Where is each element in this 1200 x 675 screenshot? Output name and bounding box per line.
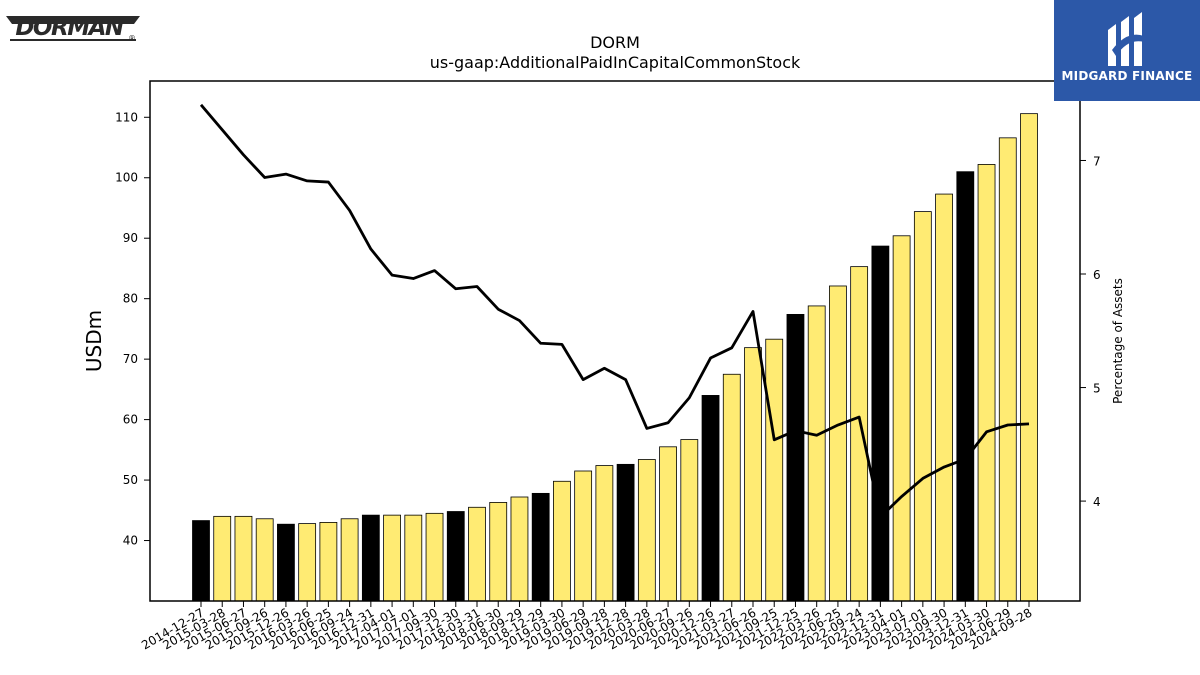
bar-2016-06-25 (319, 522, 338, 602)
line-layer (199, 103, 1030, 519)
bar-2018-09-29 (510, 496, 529, 602)
chart-title: DORM (590, 33, 640, 52)
y-tick-label: 40 (123, 534, 138, 548)
bar-2021-03-27 (722, 373, 741, 602)
bar-2022-09-24 (850, 266, 869, 602)
bar-2019-03-30 (553, 480, 571, 602)
y2-tick-label: 7 (1093, 154, 1101, 168)
y-tick-label: 110 (115, 110, 138, 124)
bar-2017-07-01 (404, 514, 423, 602)
y2-tick-label: 5 (1093, 382, 1101, 396)
bar-2018-12-29 (531, 492, 550, 602)
y-axis-label: USDm (82, 310, 106, 372)
bar-2020-06-27 (659, 446, 677, 602)
bar-2021-09-25 (765, 338, 784, 602)
dorman-logo-icon (6, 16, 140, 41)
bar-2014-12-27 (192, 520, 210, 602)
y2-tick-label: 6 (1093, 268, 1101, 282)
bar-2015-06-27 (234, 515, 253, 602)
bar-2024-03-30 (977, 164, 996, 602)
bar-2023-12-31 (956, 171, 975, 602)
bar-2016-09-24 (340, 518, 359, 602)
bar-2021-06-26 (744, 347, 762, 602)
bar-2024-09-28 (1020, 113, 1038, 602)
y-axis-right: 4 5 6 7 (1080, 154, 1101, 509)
bar-2017-09-30 (425, 512, 444, 602)
bar-2019-09-28 (595, 465, 614, 602)
percentage-of-assets-line (199, 103, 1030, 519)
bar-2018-03-31 (468, 506, 486, 602)
bar-2016-12-31 (361, 514, 380, 602)
y2-axis-label: Percentage of Assets (1111, 278, 1125, 404)
bar-2019-06-29 (574, 470, 593, 602)
bar-2016-03-26 (298, 523, 317, 602)
bar-2019-12-28 (616, 463, 635, 602)
partner-name: MIDGARD FINANCE (1061, 69, 1193, 83)
bar-2015-03-28 (213, 515, 232, 602)
partner-logo: MIDGARD FINANCE (1054, 0, 1200, 101)
y-tick-label: 90 (123, 231, 138, 245)
brand-name: DORMAN (15, 15, 124, 41)
bar-2018-06-30 (489, 502, 508, 602)
y-tick-label: 70 (123, 352, 138, 366)
plot-frame (149, 80, 1081, 602)
y-axis-left: 40 50 60 70 80 90 100 110 (115, 110, 150, 548)
bar-2023-04-01 (892, 235, 911, 602)
bars-layer (192, 113, 1038, 602)
y-tick-label: 50 (123, 473, 138, 487)
x-axis: 2014-12-272015-03-282015-06-272015-09-26… (139, 601, 1035, 652)
brand-registered-mark: ® (128, 34, 136, 43)
bar-2017-04-01 (383, 514, 401, 602)
y-tick-label: 100 (115, 171, 138, 185)
bar-2015-12-26 (277, 523, 295, 602)
bar-2021-12-25 (786, 313, 805, 602)
y-tick-label: 60 (123, 413, 138, 427)
bar-2022-12-31 (871, 245, 890, 602)
bar-2022-03-26 (807, 305, 826, 602)
bar-2020-09-26 (680, 439, 699, 602)
bar-2023-07-01 (913, 211, 932, 602)
bar-2015-09-26 (255, 518, 274, 602)
bar-2022-06-25 (829, 285, 847, 602)
chart-subtitle: us-gaap:AdditionalPaidInCapitalCommonSto… (430, 53, 801, 72)
bar-2020-03-28 (637, 459, 656, 602)
bar-2024-06-29 (998, 137, 1017, 602)
y2-tick-label: 4 (1093, 495, 1101, 509)
bar-2020-12-26 (701, 395, 720, 602)
bar-2023-09-30 (935, 193, 953, 602)
y-tick-label: 80 (123, 292, 138, 306)
midgard-mark-icon (1108, 12, 1144, 66)
bar-2017-12-30 (446, 511, 465, 602)
